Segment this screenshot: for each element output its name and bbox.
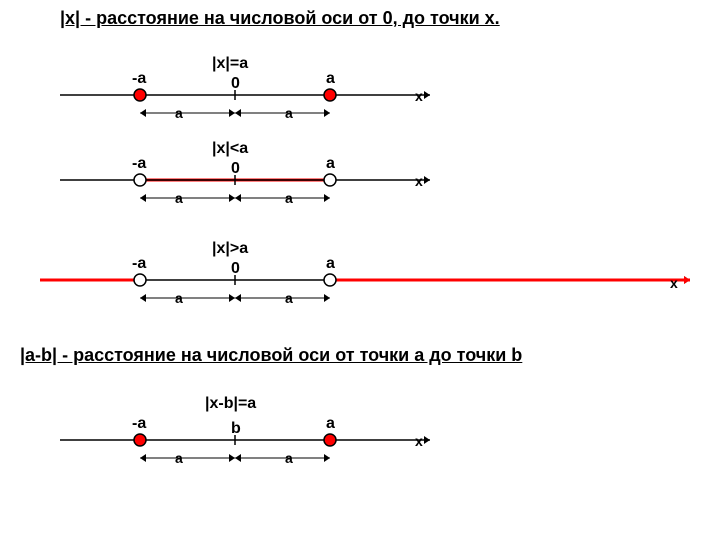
center-label-3: 0	[231, 260, 240, 278]
neg-label-2: -a	[132, 155, 146, 173]
pos-label-1: a	[326, 70, 335, 88]
dist-right-4: a	[285, 450, 293, 466]
dist-left-4: a	[175, 450, 183, 466]
dist-left-1: a	[175, 105, 183, 121]
dist-left-3: a	[175, 290, 183, 306]
center-label-2: 0	[231, 160, 240, 178]
eq-3: |x|>a	[212, 240, 248, 258]
eq-4: |x-b|=a	[205, 395, 256, 413]
neg-label-4: -a	[132, 415, 146, 433]
dist-right-2: a	[285, 190, 293, 206]
pos-label-3: a	[326, 255, 335, 273]
center-label-4: b	[231, 420, 241, 438]
title-distance-from-zero: |x| - расстояние на числовой оси от 0, д…	[60, 8, 500, 29]
neg-label-1: -a	[132, 70, 146, 88]
x-label-4: x	[415, 433, 423, 449]
neg-label-3: -a	[132, 255, 146, 273]
pos-label-2: a	[326, 155, 335, 173]
x-label-1: x	[415, 88, 423, 104]
center-label-1: 0	[231, 75, 240, 93]
x-label-2: x	[415, 173, 423, 189]
dist-right-1: a	[285, 105, 293, 121]
dist-left-2: a	[175, 190, 183, 206]
x-label-3: x	[670, 275, 678, 291]
eq-2: |x|<a	[212, 140, 248, 158]
dist-right-3: a	[285, 290, 293, 306]
title-distance-a-to-b: |a-b| - расстояние на числовой оси от то…	[20, 345, 522, 366]
pos-label-4: a	[326, 415, 335, 433]
eq-1: |x|=a	[212, 55, 248, 73]
